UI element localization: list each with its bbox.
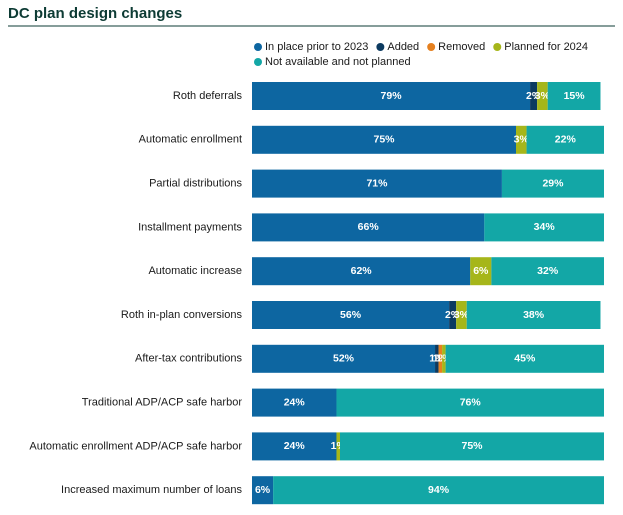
bar-segment: [442, 344, 446, 373]
bar-segment: [526, 125, 604, 154]
bar-segment: [252, 476, 274, 505]
bar-segment: [470, 257, 492, 286]
value-label: 62%: [351, 265, 373, 277]
value-label: 56%: [340, 309, 362, 321]
bar-segment: [336, 432, 340, 461]
bar-segment: [252, 344, 436, 373]
value-label: 34%: [534, 221, 556, 233]
legend-label: Not available and not planned: [265, 56, 411, 68]
value-label: 3%: [535, 90, 551, 102]
bar-segment: [252, 213, 485, 242]
bar-segment: [336, 388, 604, 417]
legend-label: Planned for 2024: [504, 41, 588, 53]
value-label: 94%: [428, 484, 450, 496]
bar-segment: [456, 301, 467, 329]
bar-segment: [445, 344, 604, 373]
value-label: 79%: [381, 90, 403, 102]
category-label: Roth in-plan conversions: [121, 309, 243, 321]
bar-segment: [252, 301, 450, 329]
bar-segment: [501, 169, 604, 198]
legend-marker: [254, 43, 262, 51]
bar-segment: [252, 125, 516, 154]
bar-segment: [252, 169, 502, 198]
value-label: 32%: [537, 265, 559, 277]
bar-segment: [449, 301, 457, 329]
bar-segment: [537, 82, 548, 110]
chart-title: DC plan design changes: [8, 5, 182, 22]
bar-segment: [516, 125, 527, 154]
bar-segment: [340, 432, 604, 461]
legend-marker: [427, 43, 436, 51]
category-label: After-tax contributions: [135, 353, 242, 365]
value-label: 6%: [473, 265, 489, 277]
value-label: 29%: [542, 177, 564, 189]
category-label: Traditional ADP/ACP safe harbor: [82, 397, 243, 409]
value-label: 66%: [358, 221, 380, 233]
value-label: 45%: [514, 353, 536, 365]
category-label: Roth deferrals: [173, 90, 243, 102]
legend-label: Added: [387, 41, 419, 53]
legend-marker: [376, 43, 385, 51]
bar-segment: [484, 213, 604, 242]
legend-label: Removed: [438, 41, 485, 53]
bar-segment: [435, 344, 439, 373]
bar-segment: [252, 82, 531, 110]
value-label: 3%: [514, 134, 530, 146]
value-label: 24%: [284, 440, 306, 452]
value-label: 75%: [373, 134, 395, 146]
value-label: 75%: [461, 440, 483, 452]
value-label: 52%: [333, 353, 355, 365]
bar-segment: [438, 344, 443, 373]
bar-segment: [252, 388, 337, 417]
category-label: Installment payments: [138, 221, 242, 233]
bar-segment: [273, 476, 604, 505]
legend-label: In place prior to 2023: [265, 41, 368, 53]
legend-marker: [254, 58, 262, 66]
category-label: Increased maximum number of loans: [61, 484, 242, 496]
value-label: 76%: [460, 396, 482, 408]
bar-segment: [252, 257, 471, 286]
bar-segment: [252, 432, 337, 461]
bar-segment: [491, 257, 604, 286]
bar-segment: [530, 82, 538, 110]
category-label: Automatic enrollment ADP/ACP safe harbor: [29, 440, 242, 452]
value-label: 24%: [284, 396, 306, 408]
category-label: Automatic increase: [148, 265, 242, 277]
bar-segment: [547, 82, 601, 110]
legend-marker: [493, 43, 502, 51]
value-label: 22%: [555, 134, 577, 146]
bar-segment: [466, 301, 601, 329]
value-label: 71%: [366, 177, 388, 189]
value-label: 38%: [523, 309, 545, 321]
value-label: 3%: [454, 309, 470, 321]
value-label: 6%: [255, 484, 271, 496]
category-label: Partial distributions: [149, 178, 242, 190]
value-label: 15%: [564, 90, 586, 102]
category-label: Automatic enrollment: [139, 134, 242, 146]
